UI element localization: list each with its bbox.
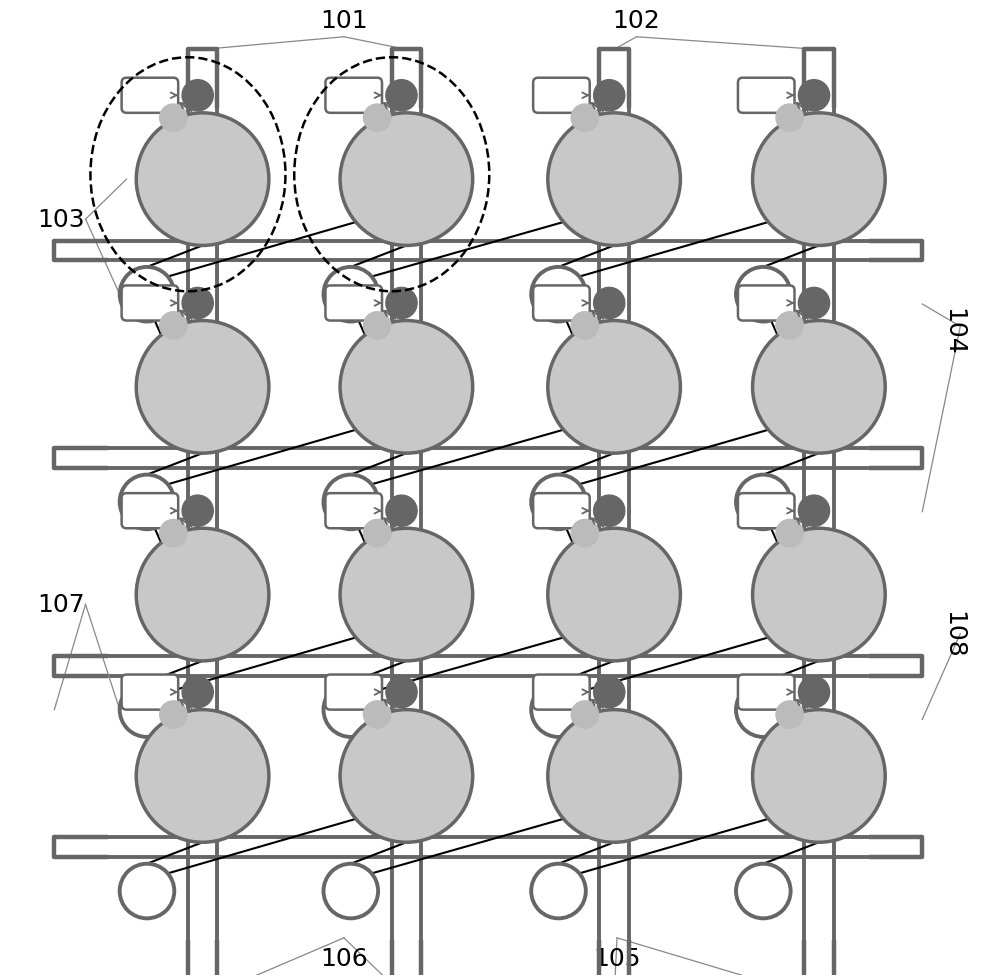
Circle shape xyxy=(753,321,885,453)
Circle shape xyxy=(386,495,417,527)
Circle shape xyxy=(548,529,680,661)
Circle shape xyxy=(363,520,391,547)
Circle shape xyxy=(120,864,174,918)
FancyBboxPatch shape xyxy=(738,675,795,710)
Circle shape xyxy=(386,677,417,708)
Circle shape xyxy=(594,677,625,708)
Circle shape xyxy=(753,710,885,842)
FancyBboxPatch shape xyxy=(325,286,382,321)
Circle shape xyxy=(182,495,213,527)
Circle shape xyxy=(136,529,269,661)
FancyBboxPatch shape xyxy=(738,493,795,529)
Circle shape xyxy=(120,268,174,322)
Circle shape xyxy=(340,321,473,453)
FancyBboxPatch shape xyxy=(533,286,590,321)
Circle shape xyxy=(571,701,598,729)
Circle shape xyxy=(798,288,830,319)
Circle shape xyxy=(182,677,213,708)
Circle shape xyxy=(548,321,680,453)
Circle shape xyxy=(798,495,830,527)
Circle shape xyxy=(136,710,269,842)
Circle shape xyxy=(736,268,791,322)
Circle shape xyxy=(571,520,598,547)
Circle shape xyxy=(386,288,417,319)
Circle shape xyxy=(571,105,598,132)
FancyBboxPatch shape xyxy=(122,675,178,710)
Circle shape xyxy=(182,288,213,319)
Circle shape xyxy=(136,321,269,453)
Text: 105: 105 xyxy=(593,946,641,969)
Text: 101: 101 xyxy=(320,9,368,33)
Text: 106: 106 xyxy=(320,946,368,969)
Circle shape xyxy=(160,701,187,729)
FancyBboxPatch shape xyxy=(533,78,590,113)
Circle shape xyxy=(776,701,803,729)
Circle shape xyxy=(323,268,378,322)
Circle shape xyxy=(798,677,830,708)
Circle shape xyxy=(182,80,213,111)
FancyBboxPatch shape xyxy=(533,675,590,710)
Circle shape xyxy=(594,288,625,319)
Circle shape xyxy=(160,313,187,340)
Circle shape xyxy=(531,864,586,918)
Circle shape xyxy=(548,113,680,246)
Circle shape xyxy=(736,683,791,738)
Circle shape xyxy=(340,113,473,246)
Circle shape xyxy=(736,475,791,530)
Circle shape xyxy=(776,105,803,132)
Circle shape xyxy=(571,313,598,340)
Text: 103: 103 xyxy=(37,208,84,232)
Circle shape xyxy=(776,313,803,340)
Text: 108: 108 xyxy=(941,610,965,658)
FancyBboxPatch shape xyxy=(325,493,382,529)
FancyBboxPatch shape xyxy=(738,286,795,321)
Circle shape xyxy=(594,80,625,111)
Circle shape xyxy=(753,529,885,661)
Circle shape xyxy=(386,80,417,111)
Circle shape xyxy=(531,268,586,322)
Circle shape xyxy=(736,864,791,918)
Circle shape xyxy=(798,80,830,111)
Circle shape xyxy=(340,529,473,661)
FancyBboxPatch shape xyxy=(533,493,590,529)
Circle shape xyxy=(776,520,803,547)
Text: 102: 102 xyxy=(613,9,660,33)
Circle shape xyxy=(136,113,269,246)
Circle shape xyxy=(363,701,391,729)
Circle shape xyxy=(323,864,378,918)
FancyBboxPatch shape xyxy=(738,78,795,113)
Circle shape xyxy=(531,683,586,738)
Text: 107: 107 xyxy=(37,593,84,616)
FancyBboxPatch shape xyxy=(325,78,382,113)
FancyBboxPatch shape xyxy=(122,493,178,529)
Circle shape xyxy=(753,113,885,246)
Circle shape xyxy=(323,475,378,530)
Circle shape xyxy=(323,683,378,738)
Circle shape xyxy=(531,475,586,530)
Circle shape xyxy=(120,475,174,530)
Circle shape xyxy=(160,520,187,547)
Circle shape xyxy=(160,105,187,132)
Circle shape xyxy=(363,105,391,132)
FancyBboxPatch shape xyxy=(122,78,178,113)
Circle shape xyxy=(548,710,680,842)
Circle shape xyxy=(340,710,473,842)
Circle shape xyxy=(594,495,625,527)
FancyBboxPatch shape xyxy=(325,675,382,710)
Text: 104: 104 xyxy=(941,308,965,356)
FancyBboxPatch shape xyxy=(122,286,178,321)
Circle shape xyxy=(120,683,174,738)
Circle shape xyxy=(363,313,391,340)
